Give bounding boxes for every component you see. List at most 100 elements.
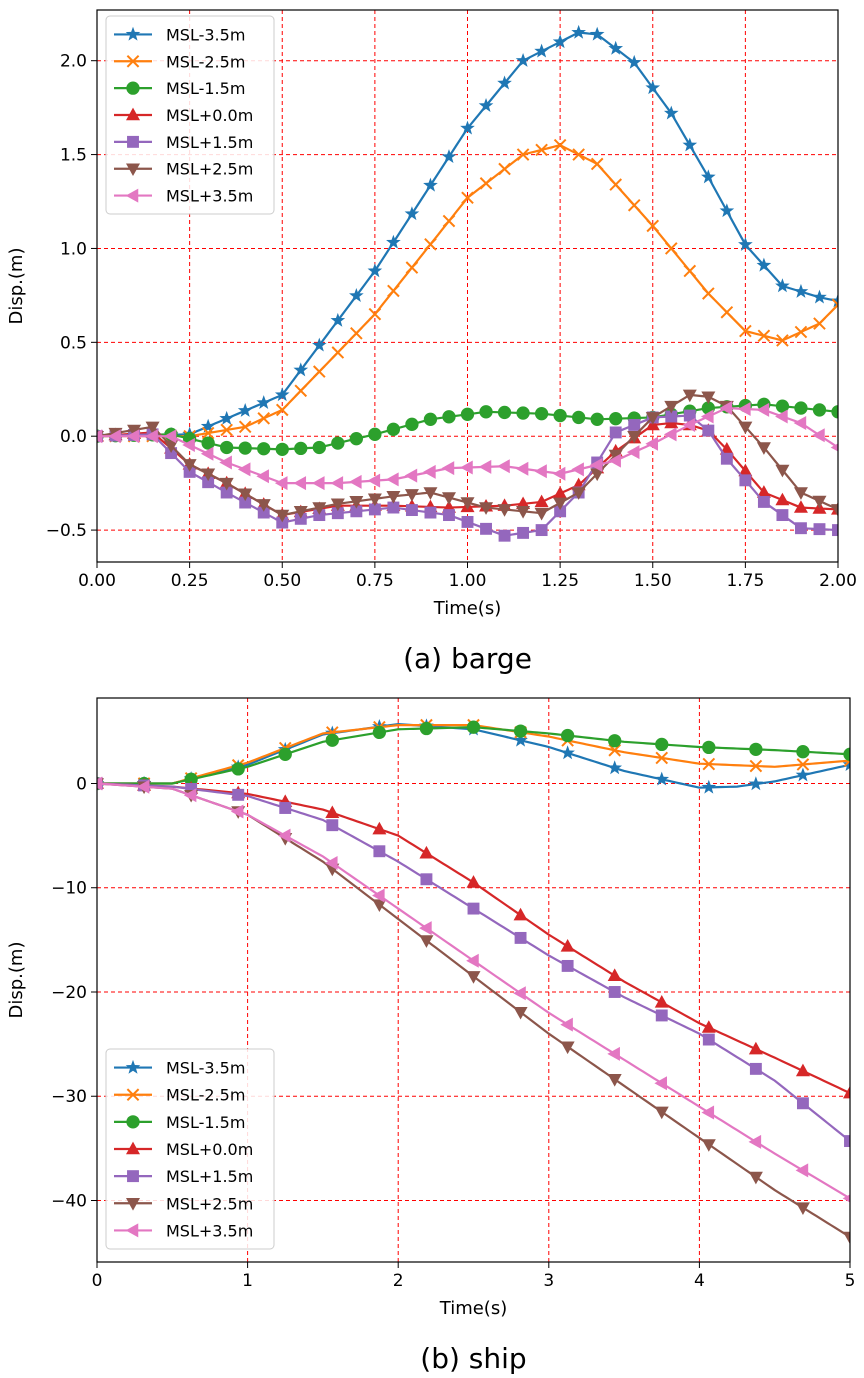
legend-item: MSL+3.5m bbox=[114, 1221, 253, 1240]
data-point bbox=[560, 1017, 573, 1032]
data-point bbox=[442, 410, 456, 424]
x-marker-stroke bbox=[720, 305, 734, 319]
data-point bbox=[627, 198, 641, 212]
data-point bbox=[830, 443, 838, 452]
data-point bbox=[654, 1106, 669, 1120]
x-marker-stroke bbox=[776, 334, 789, 347]
data-point bbox=[466, 720, 481, 734]
data-point bbox=[738, 236, 753, 251]
data-point bbox=[164, 440, 179, 453]
data-point bbox=[561, 959, 574, 972]
x-marker-stroke bbox=[126, 54, 140, 68]
data-point bbox=[749, 742, 763, 756]
data-point bbox=[702, 757, 716, 771]
data-point bbox=[607, 1074, 622, 1087]
x-marker-stroke bbox=[590, 157, 604, 171]
data-point bbox=[796, 1097, 809, 1110]
legend-label: MSL+3.5m bbox=[166, 1221, 253, 1240]
plot-area bbox=[97, 718, 850, 1245]
data-point bbox=[182, 437, 195, 452]
x-tick-label: 0.00 bbox=[78, 571, 116, 591]
legend-item: MSL+2.5m bbox=[114, 1194, 253, 1213]
data-point bbox=[387, 501, 400, 514]
data-point bbox=[682, 389, 697, 403]
legend-item: MSL-2.5m bbox=[114, 52, 245, 71]
data-point bbox=[793, 416, 807, 431]
x-marker-stroke bbox=[813, 317, 826, 330]
data-point bbox=[702, 1033, 715, 1046]
data-point bbox=[480, 522, 492, 535]
legend-item: MSL-3.5m bbox=[114, 1059, 245, 1078]
data-point bbox=[419, 845, 434, 859]
data-point bbox=[404, 468, 418, 483]
data-point bbox=[275, 403, 289, 417]
data-point bbox=[498, 162, 511, 176]
data-point bbox=[748, 1134, 762, 1149]
data-point bbox=[373, 845, 386, 858]
x-tick-label: 0.75 bbox=[356, 571, 394, 591]
legend-label: MSL-2.5m bbox=[166, 1086, 245, 1105]
x-marker-stroke bbox=[498, 162, 511, 176]
legend-marker bbox=[126, 1088, 140, 1102]
x-marker-stroke bbox=[572, 148, 585, 161]
data-point bbox=[795, 1202, 810, 1216]
y-tick-label: −10 bbox=[51, 879, 87, 899]
legend-item: MSL+0.0m bbox=[114, 1140, 253, 1159]
data-point bbox=[607, 760, 623, 775]
data-point bbox=[97, 429, 103, 444]
data-point bbox=[423, 412, 438, 426]
data-point bbox=[201, 468, 216, 482]
data-point bbox=[230, 804, 244, 819]
data-point bbox=[646, 219, 660, 233]
x-marker-stroke bbox=[843, 759, 850, 767]
data-point bbox=[404, 206, 420, 221]
data-point bbox=[183, 465, 196, 478]
data-point bbox=[498, 529, 511, 542]
x-marker-stroke bbox=[257, 412, 271, 425]
data-point bbox=[331, 507, 344, 520]
data-point bbox=[497, 504, 512, 517]
data-point bbox=[560, 1041, 575, 1055]
data-point bbox=[756, 485, 771, 498]
data-point bbox=[655, 1009, 668, 1022]
data-point bbox=[516, 148, 530, 161]
data-point bbox=[795, 1063, 810, 1077]
legend-label: MSL+0.0m bbox=[166, 106, 253, 125]
data-point bbox=[589, 457, 603, 472]
legend-marker bbox=[126, 81, 140, 95]
data-point bbox=[257, 506, 270, 519]
data-point bbox=[466, 953, 479, 968]
data-point bbox=[756, 257, 772, 272]
x-marker-stroke bbox=[275, 403, 289, 417]
x-axis-label: Time(s) bbox=[433, 598, 501, 619]
data-point bbox=[257, 442, 271, 456]
legend-item: MSL+2.5m bbox=[114, 160, 253, 179]
data-point bbox=[325, 733, 339, 747]
data-point bbox=[655, 737, 669, 752]
data-point bbox=[387, 284, 400, 298]
x-marker-stroke bbox=[387, 284, 400, 298]
x-tick-label: 1.00 bbox=[449, 571, 487, 591]
series-MSL-1.5m bbox=[97, 397, 838, 456]
data-point bbox=[682, 417, 696, 432]
data-point bbox=[748, 776, 764, 791]
legend-label: MSL+2.5m bbox=[166, 160, 253, 179]
data-point bbox=[757, 329, 771, 343]
y-tick-label: −40 bbox=[51, 1191, 87, 1211]
x-marker-stroke bbox=[831, 298, 838, 307]
data-point bbox=[738, 421, 753, 435]
legend-marker bbox=[127, 1170, 139, 1183]
data-point bbox=[349, 432, 363, 446]
data-point bbox=[404, 489, 419, 502]
legend-marker bbox=[127, 135, 139, 148]
data-point bbox=[608, 743, 621, 757]
data-point bbox=[701, 779, 717, 794]
data-point bbox=[386, 422, 401, 436]
x-marker-stroke bbox=[609, 178, 623, 191]
data-point bbox=[312, 365, 326, 378]
legend-label: MSL+2.5m bbox=[166, 1194, 253, 1213]
data-point bbox=[466, 971, 481, 984]
data-point bbox=[145, 421, 160, 435]
data-point bbox=[419, 721, 434, 736]
x-tick-label: 1.25 bbox=[541, 571, 579, 591]
